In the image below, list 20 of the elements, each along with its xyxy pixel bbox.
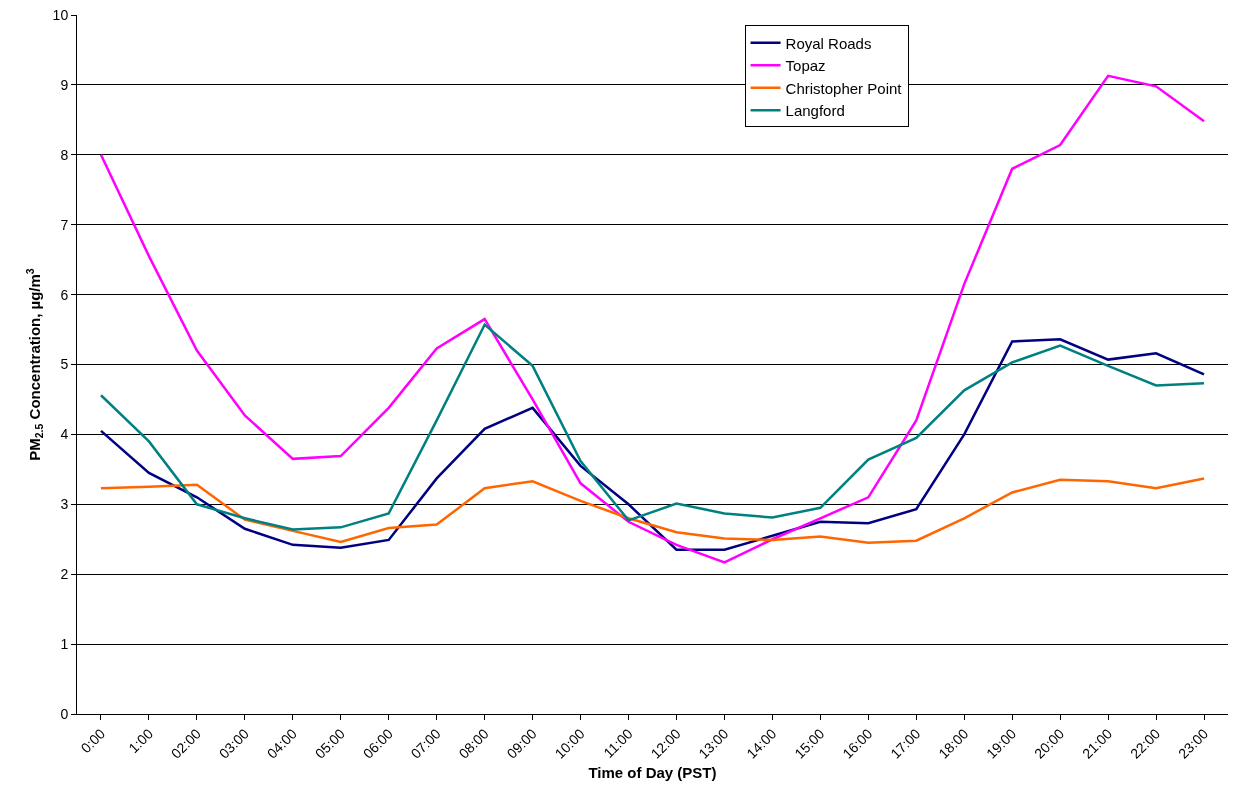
x-axis-title: Time of Day (PST) — [588, 763, 717, 781]
line-series — [99, 323, 1206, 531]
line-series — [99, 74, 1206, 564]
y-tick-label: 9 — [60, 76, 69, 93]
y-tick-label: 10 — [52, 6, 69, 23]
y-tick-label: 7 — [60, 216, 69, 233]
legend-label: Royal Roads — [785, 34, 872, 52]
legend-label: Topaz — [785, 57, 826, 75]
y-tick-label: 6 — [60, 286, 69, 303]
y-tick-label: 4 — [60, 426, 69, 443]
y-tick-label: 5 — [60, 356, 69, 373]
line-series — [99, 477, 1206, 544]
legend-label: Langford — [785, 102, 845, 120]
y-tick-label: 8 — [60, 146, 69, 163]
y-tick-label: 1 — [60, 636, 69, 652]
y-tick-label: 2 — [60, 566, 69, 583]
legend-label: Christopher Point — [785, 79, 903, 97]
y-tick-label: 0 — [60, 705, 69, 722]
y-tick-label: 3 — [60, 496, 69, 513]
line-series — [99, 338, 1206, 551]
